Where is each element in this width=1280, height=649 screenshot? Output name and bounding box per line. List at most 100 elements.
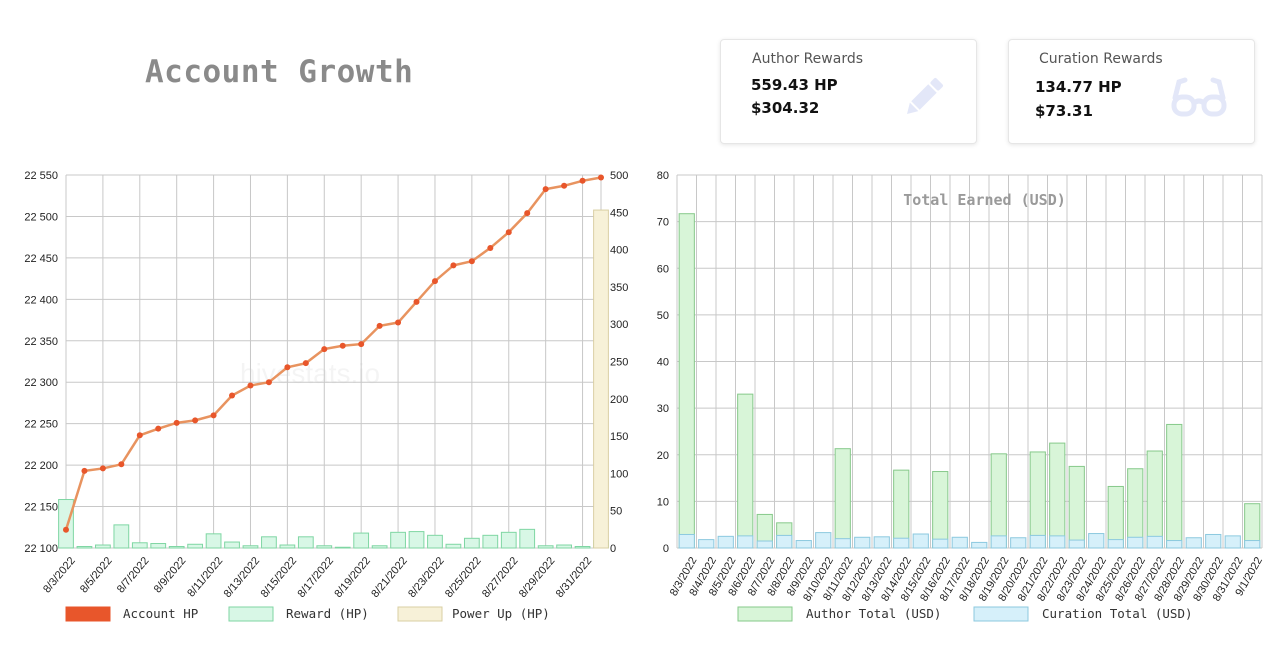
y-tick-label: 0 bbox=[663, 543, 669, 555]
reward-bar bbox=[242, 545, 259, 549]
account-hp-point bbox=[395, 319, 402, 326]
account-hp-point bbox=[99, 465, 106, 472]
account-hp-point bbox=[247, 382, 254, 389]
account-hp-point bbox=[136, 432, 143, 439]
reward-bar bbox=[463, 537, 480, 549]
author-bar bbox=[1166, 423, 1183, 549]
curation-bar bbox=[854, 536, 871, 549]
author-bar bbox=[990, 453, 1007, 549]
author-bar bbox=[1049, 442, 1066, 549]
y-right-tick-label: 0 bbox=[610, 543, 616, 555]
y-left-tick-label: 22 250 bbox=[24, 419, 58, 431]
curation-bar bbox=[1107, 539, 1124, 549]
y-tick-label: 50 bbox=[657, 310, 669, 322]
y-tick-label: 70 bbox=[657, 217, 669, 229]
powerup-bar bbox=[593, 209, 609, 549]
y-tick-label: 20 bbox=[657, 450, 669, 462]
y-right-tick-label: 250 bbox=[610, 357, 628, 369]
curation-rewards-usd: $73.31 bbox=[1035, 102, 1093, 120]
curation-bar bbox=[873, 536, 890, 549]
curation-bar bbox=[971, 541, 988, 549]
reward-bar bbox=[187, 543, 204, 549]
author-bar bbox=[834, 448, 851, 549]
reward-bar bbox=[500, 531, 517, 549]
curation-bar bbox=[1224, 535, 1241, 549]
y-right-tick-label: 200 bbox=[610, 394, 628, 406]
curation-bar bbox=[912, 533, 929, 549]
legend-account-hp-label: Account HP bbox=[123, 606, 198, 621]
reward-bar bbox=[390, 531, 406, 549]
curation-bar bbox=[1185, 537, 1202, 549]
author-bar bbox=[737, 393, 754, 549]
y-left-tick-label: 22 200 bbox=[24, 460, 58, 472]
author-bar bbox=[1107, 485, 1124, 549]
account-hp-point bbox=[524, 210, 531, 217]
curation-bar bbox=[1088, 533, 1105, 549]
reward-bar bbox=[261, 536, 277, 549]
reward-bar bbox=[113, 524, 130, 549]
y-tick-label: 60 bbox=[657, 263, 669, 275]
account-hp-point bbox=[487, 244, 494, 251]
reward-bar bbox=[574, 546, 591, 549]
y-right-tick-label: 400 bbox=[610, 245, 628, 257]
reward-bar bbox=[95, 544, 111, 549]
legend-reward-label: Reward (HP) bbox=[286, 606, 369, 621]
reward-bar bbox=[371, 545, 388, 549]
account-hp-point bbox=[265, 379, 272, 386]
y-left-tick-label: 22 300 bbox=[24, 377, 58, 389]
curation-bar bbox=[1244, 540, 1261, 549]
curation-bar bbox=[932, 538, 949, 549]
account-hp-point bbox=[431, 278, 438, 285]
account-hp-point bbox=[505, 229, 512, 236]
curation-bar bbox=[951, 536, 968, 549]
account-hp-point bbox=[339, 342, 346, 349]
curation-rewards-card: Curation Rewards 134.77 HP $73.31 bbox=[1008, 39, 1255, 144]
legend-author-total-swatch bbox=[737, 606, 793, 622]
legend-reward-swatch bbox=[228, 606, 274, 622]
curation-bar bbox=[717, 535, 734, 549]
reward-bar bbox=[445, 543, 462, 549]
legend-account-hp-swatch bbox=[65, 606, 111, 622]
account-hp-point bbox=[598, 174, 604, 181]
y-right-tick-label: 150 bbox=[610, 431, 628, 443]
account-hp-point bbox=[210, 412, 217, 419]
account-hp-point bbox=[118, 461, 125, 468]
reward-bar bbox=[150, 543, 167, 549]
account-hp-point bbox=[358, 341, 365, 348]
y-right-tick-label: 450 bbox=[610, 207, 628, 219]
account-hp-point bbox=[284, 364, 291, 371]
reward-bar bbox=[482, 534, 499, 549]
legend-curation-total-label: Curation Total (USD) bbox=[1042, 606, 1193, 621]
reward-bar bbox=[334, 546, 351, 549]
curation-rewards-hp: 134.77 HP bbox=[1035, 78, 1122, 96]
account-hp-point bbox=[450, 262, 457, 269]
y-tick-label: 30 bbox=[657, 403, 669, 415]
account-hp-point bbox=[561, 182, 568, 189]
curation-bar bbox=[1146, 535, 1163, 549]
reward-bar bbox=[537, 545, 554, 549]
reward-bar bbox=[316, 545, 333, 549]
author-bar bbox=[1029, 451, 1046, 549]
reward-bar bbox=[224, 541, 240, 549]
reward-bar bbox=[353, 532, 370, 549]
legend-author-total-label: Author Total (USD) bbox=[806, 606, 941, 621]
author-rewards-usd: $304.32 bbox=[751, 99, 820, 117]
y-left-tick-label: 22 550 bbox=[24, 170, 58, 182]
account-hp-point bbox=[542, 186, 549, 193]
curation-bar bbox=[795, 540, 812, 549]
account-hp-point bbox=[579, 177, 586, 184]
page-title: Account Growth bbox=[145, 54, 414, 90]
account-hp-point bbox=[321, 346, 328, 353]
reward-bar bbox=[168, 546, 185, 549]
legend-powerup-label: Power Up (HP) bbox=[452, 606, 550, 621]
author-bar bbox=[893, 469, 910, 549]
y-left-tick-label: 22 350 bbox=[24, 336, 58, 348]
reward-bar bbox=[519, 528, 536, 549]
y-left-tick-label: 22 400 bbox=[24, 294, 58, 306]
account-hp-point bbox=[155, 425, 162, 432]
account-hp-point bbox=[229, 392, 236, 399]
chart-title: Total Earned (USD) bbox=[903, 191, 1066, 209]
author-bar bbox=[1068, 465, 1085, 549]
account-hp-point bbox=[302, 360, 309, 367]
author-bar bbox=[932, 471, 949, 549]
